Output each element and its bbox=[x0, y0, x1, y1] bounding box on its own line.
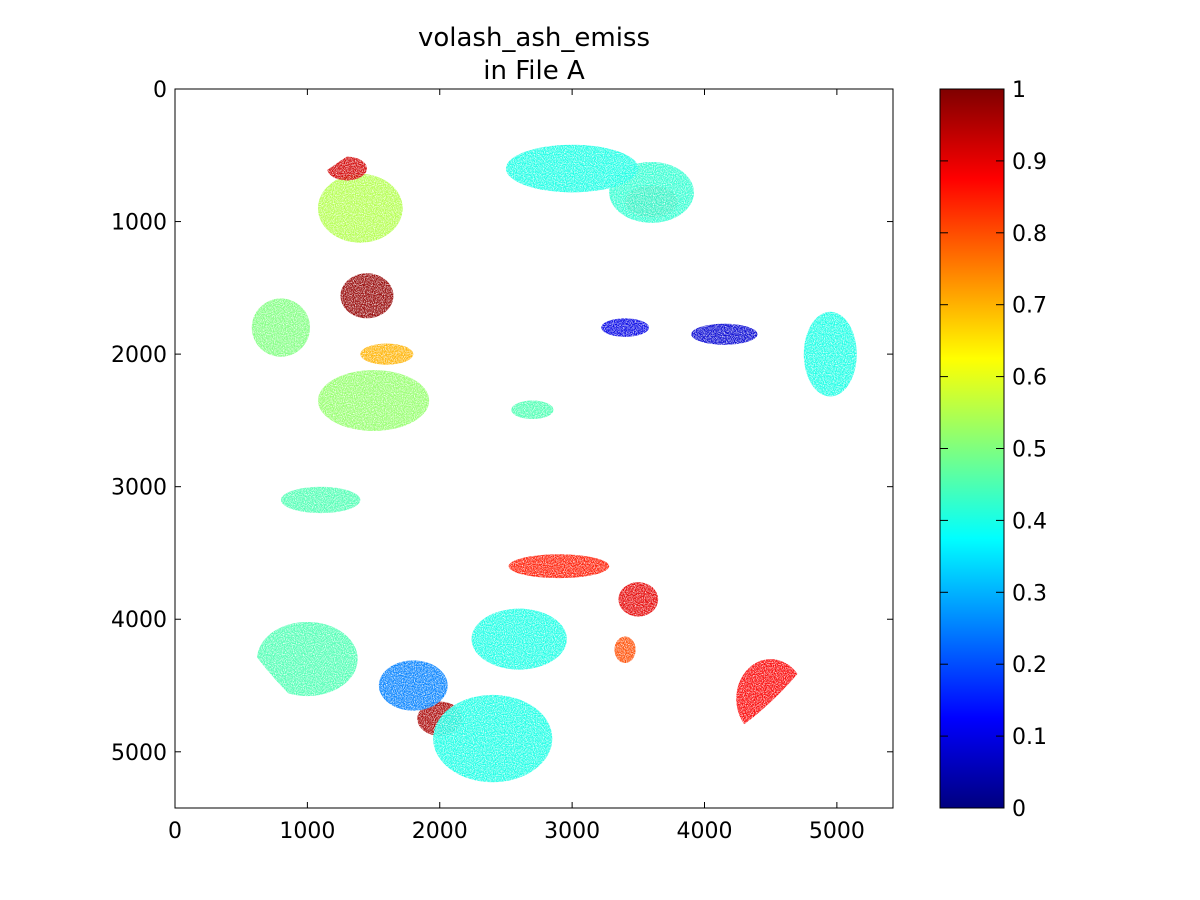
data-region bbox=[601, 318, 649, 337]
data-region bbox=[317, 173, 403, 243]
emissivity-regions bbox=[251, 144, 857, 783]
y-tick-label: 1000 bbox=[111, 211, 167, 236]
data-region bbox=[257, 621, 358, 697]
x-tick-label: 0 bbox=[168, 819, 182, 844]
x-tick-label: 5000 bbox=[809, 819, 865, 844]
colorbar: 0 0.1 0.2 0.3 0.4 0.5 0.6 0.7 0.8 0.9 1 bbox=[939, 78, 1047, 822]
chart-subtitle: in File A bbox=[483, 56, 585, 86]
plot-frame bbox=[174, 88, 894, 809]
colorbar-tick-label: 0.8 bbox=[1012, 222, 1047, 247]
x-tick-label: 3000 bbox=[544, 819, 600, 844]
data-region bbox=[471, 608, 567, 670]
colorbar-ticks: 0 0.1 0.2 0.3 0.4 0.5 0.6 0.7 0.8 0.9 1 bbox=[940, 78, 1047, 822]
colorbar-tick-label: 0.1 bbox=[1012, 725, 1047, 750]
data-region bbox=[508, 554, 610, 579]
plot-area bbox=[174, 88, 894, 809]
data-region bbox=[803, 311, 857, 397]
x-tick-label: 4000 bbox=[676, 819, 732, 844]
colorbar-tick-label: 0 bbox=[1012, 797, 1026, 822]
x-axis: 0 1000 2000 3000 4000 5000 bbox=[168, 89, 865, 844]
chart-title: volash_ash_emiss bbox=[418, 23, 650, 53]
colorbar-tick-label: 0.3 bbox=[1012, 581, 1047, 606]
data-region bbox=[340, 273, 394, 319]
colorbar-tick-label: 0.7 bbox=[1012, 294, 1047, 319]
data-region bbox=[618, 582, 659, 617]
colorbar-tick-label: 0.4 bbox=[1012, 509, 1047, 534]
y-axis: 0 1000 2000 3000 4000 5000 bbox=[111, 78, 893, 766]
data-region bbox=[614, 636, 636, 663]
y-tick-label: 2000 bbox=[111, 343, 167, 368]
colorbar-tick-label: 0.6 bbox=[1012, 366, 1047, 391]
data-region bbox=[280, 486, 361, 514]
data-region bbox=[691, 323, 758, 345]
x-tick-label: 2000 bbox=[412, 819, 468, 844]
data-region bbox=[360, 343, 414, 365]
data-region bbox=[511, 400, 554, 420]
colorbar-tick-label: 0.2 bbox=[1012, 653, 1047, 678]
data-region bbox=[317, 370, 430, 431]
data-region bbox=[378, 660, 448, 711]
y-tick-label: 5000 bbox=[111, 741, 167, 766]
colorbar-tick-label: 0.5 bbox=[1012, 438, 1047, 463]
colorbar-tick-label: 0.9 bbox=[1012, 150, 1047, 175]
plot-background bbox=[175, 89, 893, 808]
y-tick-label: 0 bbox=[153, 78, 167, 103]
x-tick-label: 1000 bbox=[279, 819, 335, 844]
y-tick-label: 3000 bbox=[111, 476, 167, 501]
data-region bbox=[505, 144, 639, 193]
data-region bbox=[433, 694, 553, 783]
y-tick-label: 4000 bbox=[111, 608, 167, 633]
data-region bbox=[251, 298, 311, 357]
colorbar-tick-label: 1 bbox=[1012, 78, 1026, 103]
colorbar-gradient bbox=[939, 88, 1005, 809]
